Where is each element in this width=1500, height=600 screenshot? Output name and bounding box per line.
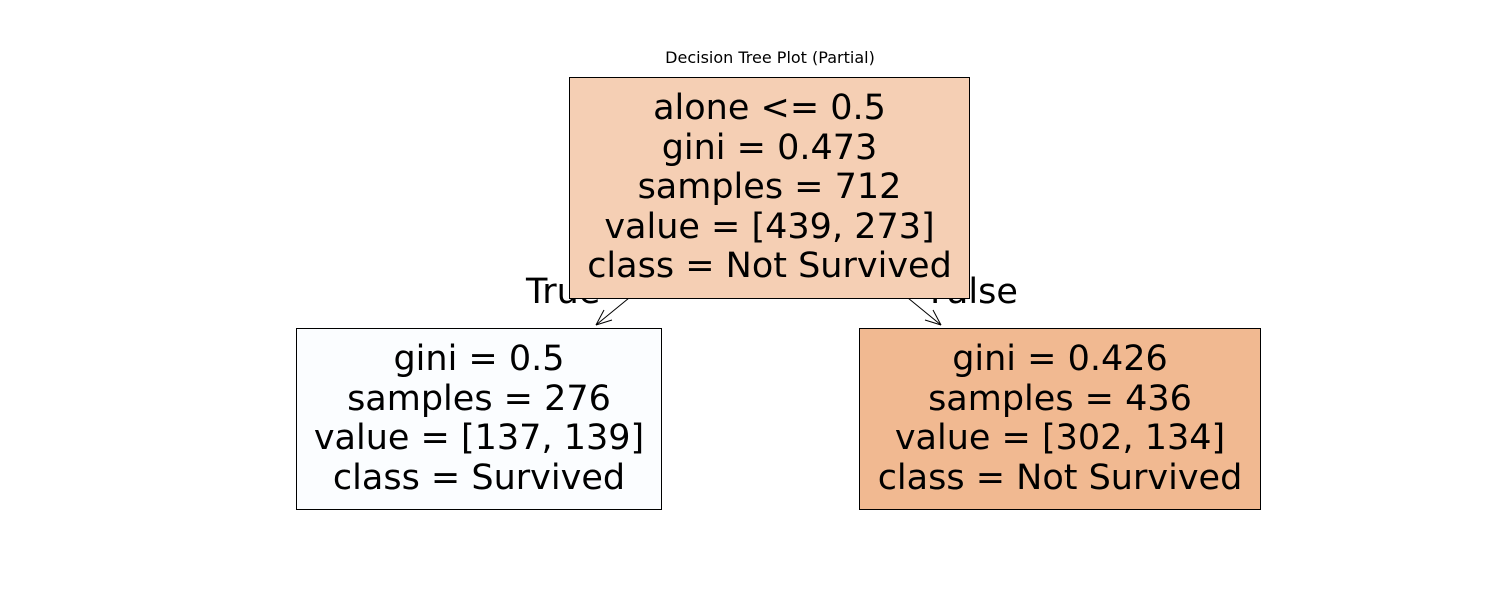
tree-node-root: alone <= 0.5 gini = 0.473 samples = 712 … xyxy=(569,77,970,299)
node-root-split: alone <= 0.5 xyxy=(653,88,886,129)
node-right-gini: gini = 0.426 xyxy=(952,339,1168,379)
node-left-samples: samples = 276 xyxy=(347,378,611,419)
node-root-gini: gini = 0.473 xyxy=(661,127,878,168)
node-right-samples: samples = 436 xyxy=(928,378,1192,419)
node-left-gini: gini = 0.5 xyxy=(393,339,565,379)
edge-arrow-true xyxy=(595,297,630,326)
node-root-class: class = Not Survived xyxy=(587,246,952,287)
node-left-class: class = Survived xyxy=(332,457,626,498)
node-left-value: value = [137, 139] xyxy=(313,418,645,458)
plot-title: Decision Tree Plot (Partial) xyxy=(665,48,875,67)
tree-node-left-leaf: gini = 0.5 samples = 276 value = [137, 1… xyxy=(296,328,662,510)
node-right-class: class = Not Survived xyxy=(877,457,1243,498)
node-root-value: value = [439, 273] xyxy=(604,206,935,247)
tree-node-right-leaf: gini = 0.426 samples = 436 value = [302,… xyxy=(859,328,1261,510)
edge-arrow-false xyxy=(907,297,942,326)
node-right-value: value = [302, 134] xyxy=(894,418,1226,458)
node-root-samples: samples = 712 xyxy=(637,167,902,208)
